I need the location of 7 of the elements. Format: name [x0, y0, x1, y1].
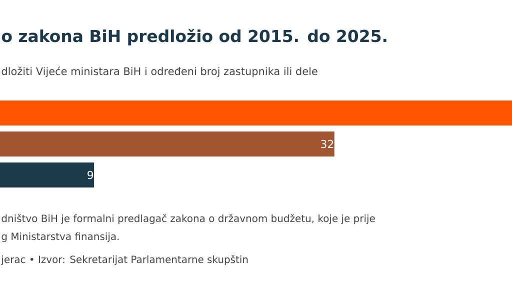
data-label: 9 [88, 170, 94, 180]
text: jerac • Izvor: Sekretarijat Parlamentarne skupštin [1, 255, 248, 266]
data-label: 32 [321, 140, 334, 148]
chart-title: o zakona BiH predložio od 2015. do 2025. [2, 28, 386, 46]
chart-subtitle: dložiti Vijeće ministara BiH i određeni broj zastupnika ili dele [2, 66, 318, 78]
text: g Ministarstva finansija. [2, 232, 119, 242]
text: dništvo BiH je formalni predlagač zakona o državnom budžetu, koje je prije [2, 214, 375, 224]
